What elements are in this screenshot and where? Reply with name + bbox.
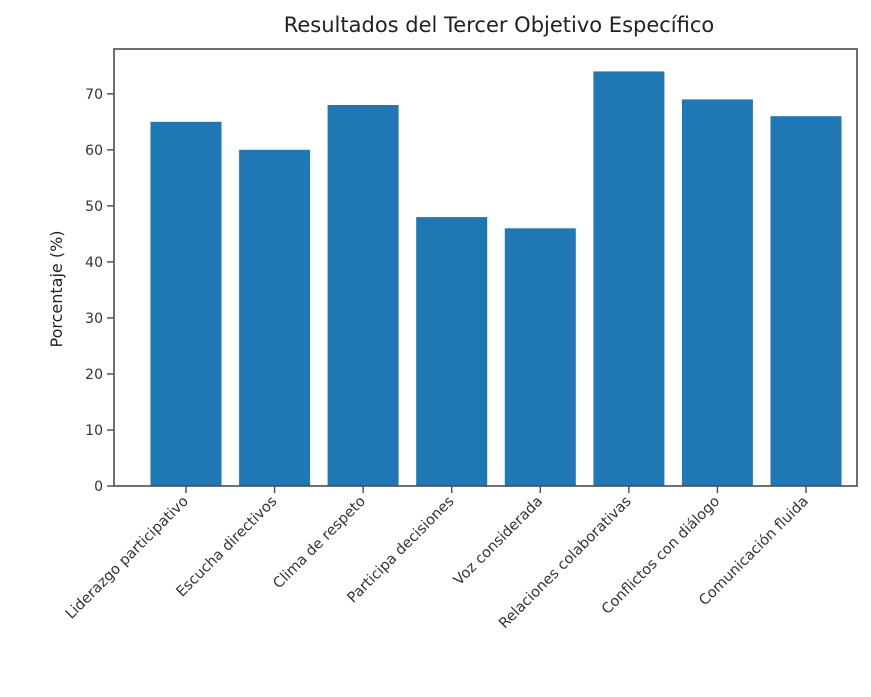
bar-5 (593, 71, 665, 487)
y-tick-label-4: 40 (85, 255, 103, 271)
bar-7 (770, 116, 842, 486)
y-tick-label-2: 20 (85, 367, 103, 383)
x-tick-label-1: Escucha directivos (174, 494, 281, 601)
y-tick-label-0: 0 (94, 479, 103, 495)
bar-1 (239, 149, 311, 487)
x-tick-label-4: Voz considerada (451, 494, 546, 589)
y-tick-label-3: 30 (85, 311, 103, 327)
y-axis-label: Porcentaje (%) (47, 230, 66, 347)
x-tick-label-2: Clima de respeto (270, 493, 369, 592)
bar-3 (416, 217, 488, 486)
bar-4 (504, 228, 576, 487)
plot-area: 0 10 20 30 40 50 60 70 Liderazgo participativoEs… (63, 48, 858, 632)
bar-6 (681, 99, 753, 487)
y-tick-label-5: 50 (85, 199, 103, 215)
y-tick-label-6: 60 (85, 143, 103, 159)
x-tick-label-0: Liderazgo participativo (63, 493, 192, 622)
y-tick-label-7: 70 (85, 87, 103, 103)
chart-title: Resultados del Tercer Objetivo Específic… (284, 13, 715, 37)
bar-0 (150, 121, 222, 487)
bar-2 (327, 105, 399, 486)
y-tick-label-1: 10 (85, 423, 103, 439)
plot-frame (113, 48, 858, 487)
